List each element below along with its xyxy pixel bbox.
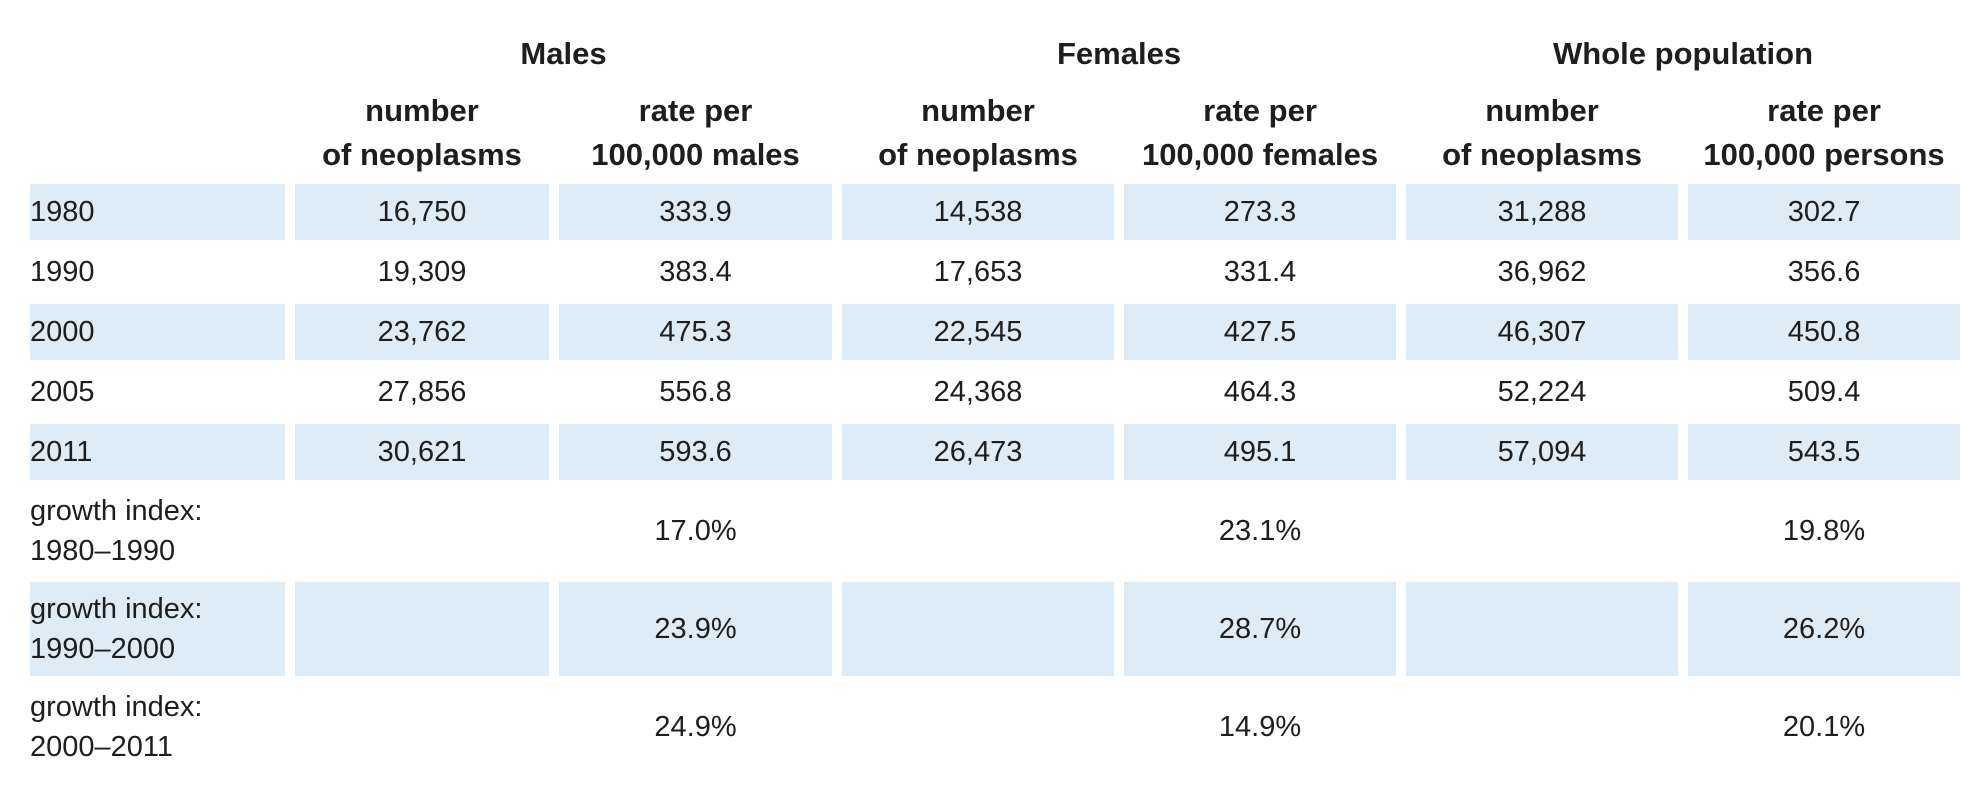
col-header-males-rate: rate per 100,000 males bbox=[591, 93, 800, 172]
cell-males-rate: 475.3 bbox=[559, 304, 833, 360]
table-row-growth-1980-1990: growth index: 1980–1990 17.0% 23.1% 19.8% bbox=[30, 484, 1960, 578]
cell-population-number bbox=[1406, 484, 1678, 578]
group-header-females: Females bbox=[1056, 36, 1182, 71]
row-label: 2005 bbox=[30, 376, 95, 408]
cell-females-growth: 14.9% bbox=[1218, 710, 1302, 743]
cell-males-number bbox=[295, 484, 549, 578]
col-header-population-number: number of neoplasms bbox=[1442, 93, 1642, 172]
col-header-females-rate: rate per 100,000 females bbox=[1141, 93, 1379, 172]
cell-males-number: 30,621 bbox=[295, 424, 549, 480]
cell-females-number bbox=[842, 680, 1114, 774]
table-row-1990: 1990 19,309 383.4 17,653 331.4 36,962 35… bbox=[30, 244, 1960, 300]
row-label: growth index: 1980–1990 bbox=[30, 495, 203, 567]
table-row-2000: 2000 23,762 475.3 22,545 427.5 46,307 45… bbox=[30, 304, 1961, 360]
cell-females-number: 26,473 bbox=[842, 424, 1115, 480]
cell-population-rate: 450.8 bbox=[1688, 304, 1961, 360]
neoplasms-table: Males Females Whole population number of … bbox=[20, 22, 1961, 778]
cell-population-number: 46,307 bbox=[1406, 304, 1679, 360]
group-header-row: Males Females Whole population bbox=[30, 26, 1960, 82]
cell-females-number: 22,545 bbox=[842, 304, 1115, 360]
cell-population-rate: 302.7 bbox=[1688, 184, 1961, 240]
table-row-growth-2000-2011: growth index: 2000–2011 24.9% 14.9% 20.1% bbox=[30, 680, 1960, 774]
cell-population-rate: 356.6 bbox=[1787, 255, 1861, 288]
row-label: 2011 bbox=[30, 424, 285, 480]
cell-males-rate: 593.6 bbox=[559, 424, 833, 480]
cell-population-number: 52,224 bbox=[1497, 375, 1587, 408]
cell-females-number bbox=[842, 582, 1115, 676]
cell-females-number: 17,653 bbox=[933, 255, 1023, 288]
sub-header-corner bbox=[30, 86, 285, 180]
cell-males-rate: 556.8 bbox=[659, 375, 732, 408]
cell-females-number: 24,368 bbox=[933, 375, 1023, 408]
col-header-males-number: number of neoplasms bbox=[322, 93, 522, 172]
cell-females-rate: 331.4 bbox=[1223, 255, 1297, 288]
cell-population-number: 57,094 bbox=[1406, 424, 1679, 480]
cell-population-number bbox=[1406, 582, 1679, 676]
group-header-whole-population: Whole population bbox=[1553, 36, 1814, 71]
cell-females-number: 14,538 bbox=[842, 184, 1115, 240]
cell-population-number: 31,288 bbox=[1406, 184, 1679, 240]
cell-females-number bbox=[842, 484, 1114, 578]
cell-females-growth: 28.7% bbox=[1124, 582, 1397, 676]
cell-males-rate: 383.4 bbox=[659, 255, 732, 288]
table-row-growth-1990-2000: growth index: 1990–2000 23.9% 28.7% 26.2% bbox=[30, 582, 1961, 676]
cell-females-rate: 427.5 bbox=[1124, 304, 1397, 360]
cell-males-number bbox=[295, 680, 549, 774]
cell-population-growth: 20.1% bbox=[1782, 710, 1866, 743]
cell-males-number: 23,762 bbox=[295, 304, 549, 360]
sub-header-row: number of neoplasms rate per 100,000 males… bbox=[30, 86, 1960, 180]
row-label: 1980 bbox=[30, 184, 285, 240]
cell-population-rate: 509.4 bbox=[1787, 375, 1861, 408]
cell-males-number bbox=[295, 582, 549, 676]
table-row-2011: 2011 30,621 593.6 26,473 495.1 57,094 54… bbox=[30, 424, 1961, 480]
cell-males-growth: 23.9% bbox=[559, 582, 833, 676]
cell-males-number: 19,309 bbox=[377, 255, 467, 288]
cell-population-number: 36,962 bbox=[1497, 255, 1587, 288]
cell-females-rate: 464.3 bbox=[1223, 375, 1297, 408]
cell-females-growth: 23.1% bbox=[1218, 514, 1302, 547]
header-corner bbox=[30, 26, 285, 82]
row-label: growth index: 2000–2011 bbox=[30, 691, 203, 763]
cell-population-rate: 543.5 bbox=[1688, 424, 1961, 480]
row-label: 1990 bbox=[30, 256, 95, 288]
row-label: 2000 bbox=[30, 304, 285, 360]
cell-population-number bbox=[1406, 680, 1678, 774]
table-row-1980: 1980 16,750 333.9 14,538 273.3 31,288 30… bbox=[30, 184, 1961, 240]
table-row-2005: 2005 27,856 556.8 24,368 464.3 52,224 50… bbox=[30, 364, 1960, 420]
cell-males-growth: 24.9% bbox=[654, 710, 737, 743]
col-header-females-number: number of neoplasms bbox=[878, 93, 1078, 172]
cell-population-growth: 19.8% bbox=[1782, 514, 1866, 547]
cell-population-growth: 26.2% bbox=[1688, 582, 1961, 676]
group-header-males: Males bbox=[520, 36, 607, 71]
col-header-population-rate: rate per 100,000 persons bbox=[1703, 93, 1945, 172]
cell-females-rate: 495.1 bbox=[1124, 424, 1397, 480]
cell-males-number: 16,750 bbox=[295, 184, 549, 240]
cell-males-growth: 17.0% bbox=[654, 514, 737, 547]
cell-males-rate: 333.9 bbox=[559, 184, 833, 240]
cell-females-rate: 273.3 bbox=[1124, 184, 1397, 240]
cell-males-number: 27,856 bbox=[377, 375, 467, 408]
row-label: growth index: 1990–2000 bbox=[30, 582, 285, 676]
